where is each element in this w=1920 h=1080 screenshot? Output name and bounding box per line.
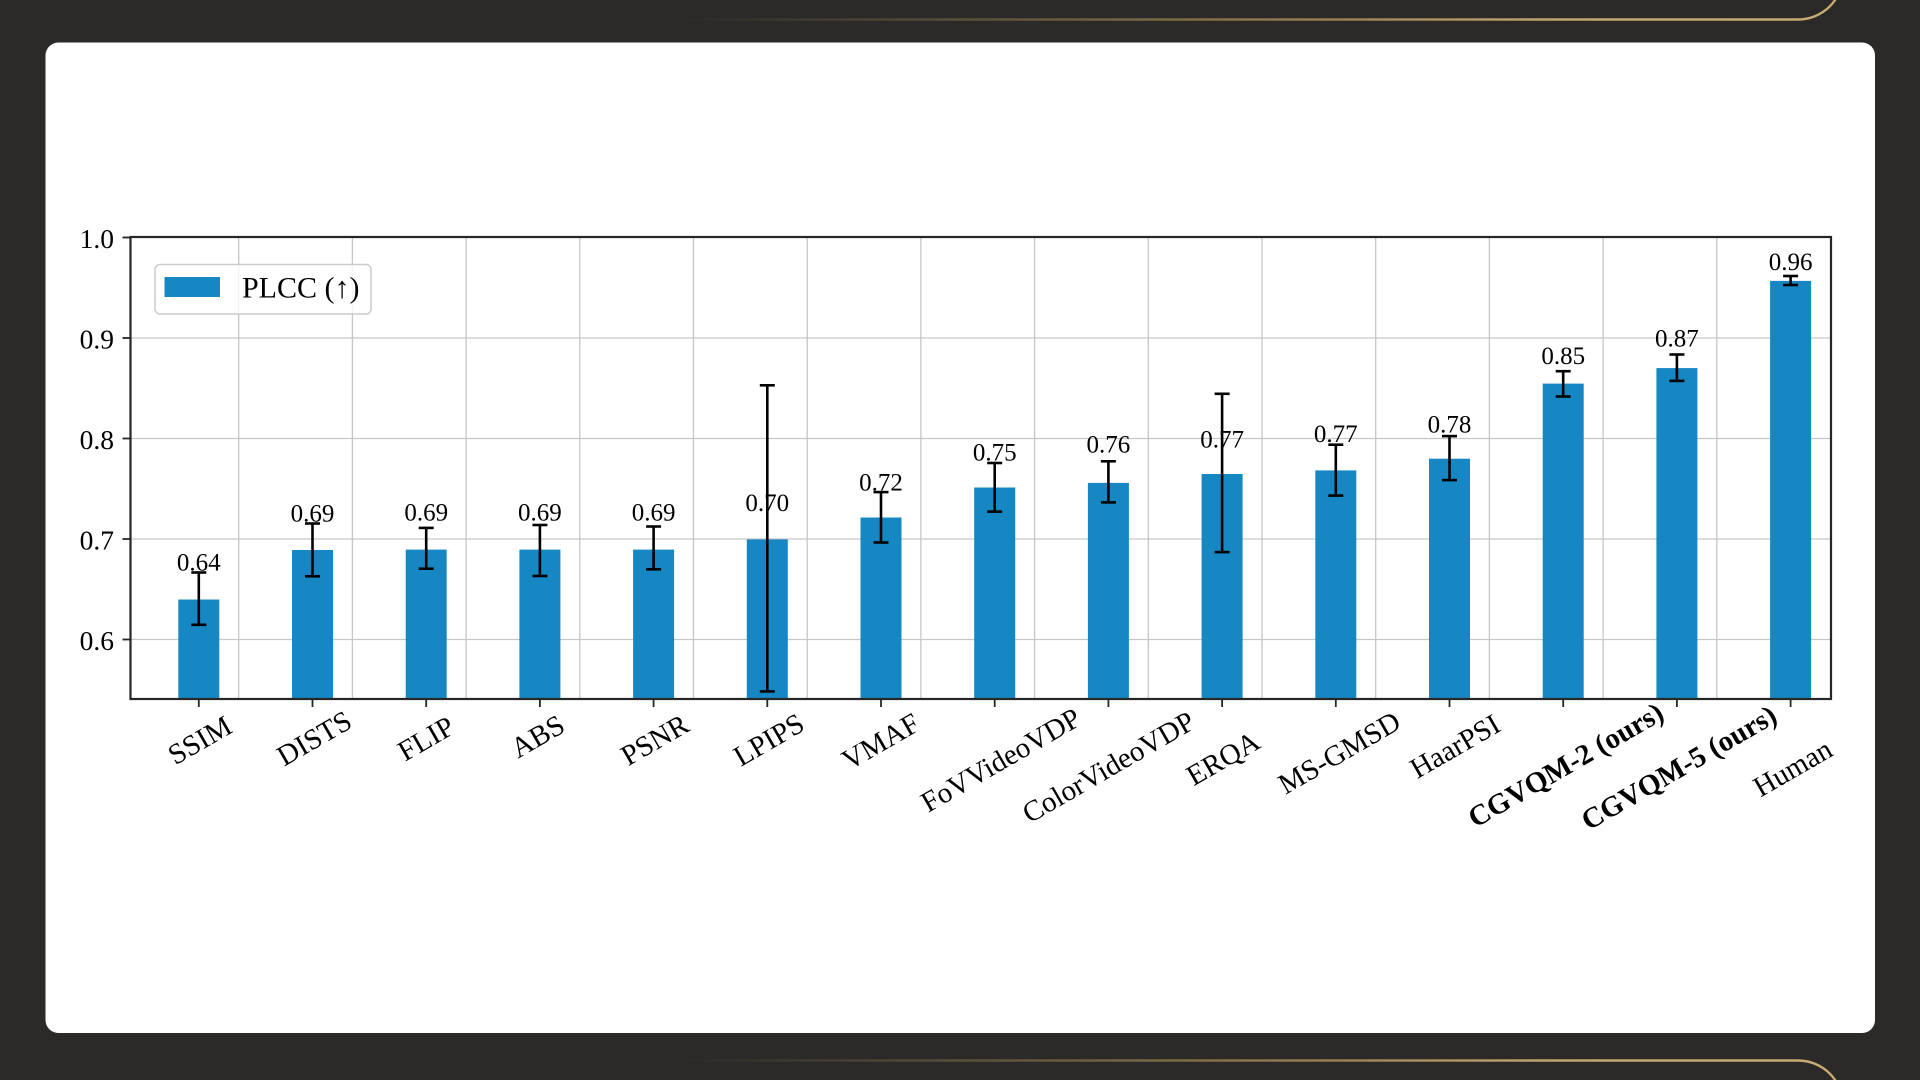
svg-text:0.69: 0.69 — [518, 500, 562, 527]
svg-text:0.75: 0.75 — [973, 439, 1017, 466]
svg-text:0.77: 0.77 — [1314, 421, 1358, 448]
svg-text:0.85: 0.85 — [1541, 343, 1585, 370]
svg-text:0.77: 0.77 — [1200, 427, 1244, 454]
svg-text:0.76: 0.76 — [1087, 432, 1131, 459]
svg-text:0.87: 0.87 — [1655, 326, 1699, 353]
svg-text:0.96: 0.96 — [1769, 249, 1813, 276]
svg-text:0.72: 0.72 — [859, 470, 903, 497]
svg-text:0.78: 0.78 — [1428, 411, 1472, 438]
svg-text:0.64: 0.64 — [177, 550, 221, 577]
svg-text:0.69: 0.69 — [291, 501, 335, 528]
svg-text:0.7: 0.7 — [80, 524, 114, 555]
svg-text:1.0: 1.0 — [80, 223, 114, 254]
svg-text:0.70: 0.70 — [745, 490, 789, 517]
svg-text:0.69: 0.69 — [632, 500, 676, 527]
svg-text:0.8: 0.8 — [80, 424, 114, 455]
svg-text:0.9: 0.9 — [80, 323, 114, 354]
svg-text:PLCC (↑): PLCC (↑) — [242, 272, 360, 305]
svg-text:0.6: 0.6 — [80, 625, 114, 656]
svg-text:0.69: 0.69 — [404, 500, 448, 527]
